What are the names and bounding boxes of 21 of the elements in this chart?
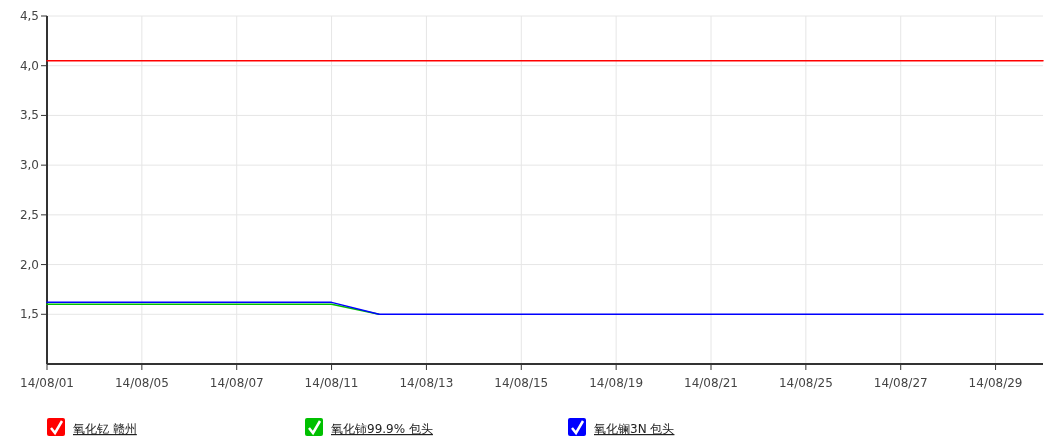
x-tick-label: 14/08/27 [873, 376, 928, 390]
y-tick-label: 1,5 [19, 307, 39, 322]
x-tick-label: 14/08/25 [778, 376, 833, 390]
legend-label: 氧化镧3N 包头 [594, 422, 675, 436]
y-tick-label: 3,5 [19, 108, 39, 123]
x-tick-label: 14/08/11 [304, 376, 359, 390]
y-tick-label: 3,0 [19, 158, 39, 173]
y-tick-label: 4,0 [19, 58, 39, 73]
x-tick-label: 14/08/13 [399, 376, 454, 390]
x-tick-label: 14/08/01 [20, 376, 74, 390]
x-tick-label: 14/08/21 [684, 376, 738, 390]
x-tick-label: 14/08/19 [589, 376, 644, 390]
legend-label: 氧化铈99.9% 包头 [331, 422, 433, 436]
y-tick-label: 2,5 [19, 207, 39, 222]
x-tick-label: 14/08/07 [209, 376, 264, 390]
legend-label: 氧化钇 赣州 [73, 422, 137, 436]
x-tick-label: 14/08/29 [968, 376, 1023, 390]
x-tick-label: 14/08/15 [494, 376, 549, 390]
y-tick-label: 4,5 [19, 9, 39, 23]
x-tick-label: 14/08/05 [114, 376, 169, 390]
y-tick-label: 2,0 [19, 257, 39, 272]
